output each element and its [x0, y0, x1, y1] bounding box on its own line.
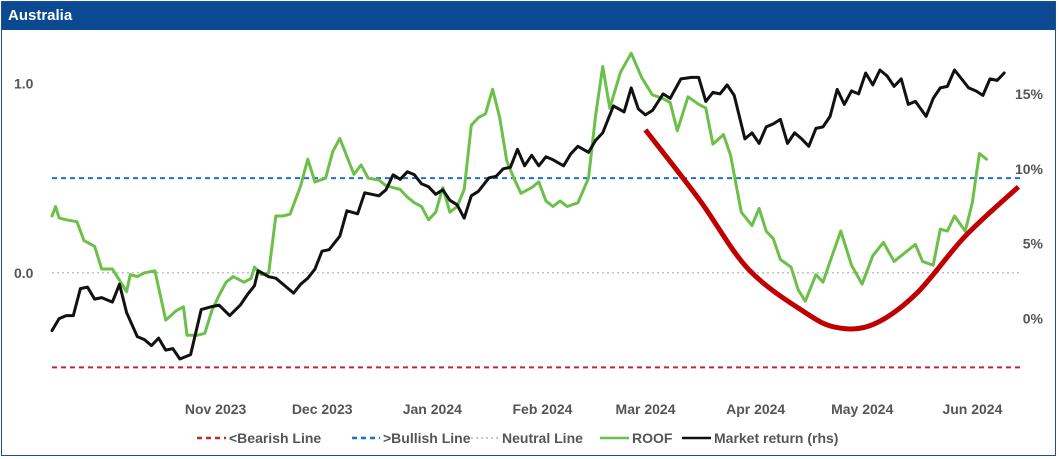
- legend-label: ROOF: [632, 430, 673, 446]
- x-tick-label: Apr 2024: [726, 401, 785, 417]
- series-layer: [50, 51, 1006, 361]
- y-right-tick-label: 10%: [1015, 161, 1044, 177]
- x-tick-label: Nov 2023: [185, 401, 247, 417]
- x-tick-label: Jun 2024: [942, 401, 1002, 417]
- legend-item-roof: ROOF: [600, 430, 673, 446]
- x-tick-label: Feb 2024: [513, 401, 573, 417]
- legend-item-bearish-line: <Bearish Line: [197, 430, 321, 446]
- panel-title: Australia: [2, 2, 1055, 30]
- legend-label: >Bullish Line: [383, 430, 471, 446]
- y-axis-right-ticks: 0% 5% 10% 15%: [1015, 86, 1044, 327]
- y-left-tick-label: 1.0: [14, 76, 34, 92]
- legend-label: Neutral Line: [502, 430, 583, 446]
- x-tick-label: Dec 2023: [292, 401, 353, 417]
- roof-series-line: [50, 51, 988, 337]
- y-left-tick-label: 0.0: [14, 265, 34, 281]
- legend-label: <Bearish Line: [229, 430, 321, 446]
- legend-item-market-return-rhs: Market return (rhs): [682, 430, 838, 446]
- legend-item-neutral-line: Neutral Line: [471, 430, 583, 446]
- y-axis-left-ticks: 0.0 1.0: [14, 76, 34, 281]
- x-axis-ticks: Nov 2023 Dec 2023 Jan 2024 Feb 2024 Mar 2024…: [185, 401, 1003, 417]
- legend-label: Market return (rhs): [714, 430, 838, 446]
- market-return-rhs-series-line: [50, 68, 1006, 361]
- legend: <Bearish Line >Bullish Line Neutral Line RO…: [197, 430, 838, 446]
- y-right-tick-label: 15%: [1015, 86, 1044, 102]
- y-right-tick-label: 5%: [1023, 236, 1044, 252]
- annotation-curve-1: [643, 128, 1021, 332]
- reference-lines: [52, 177, 1022, 369]
- legend-item-bullish-line: >Bullish Line: [352, 430, 471, 446]
- x-tick-label: Jan 2024: [403, 401, 462, 417]
- annotation-layer: [643, 128, 1021, 332]
- y-right-tick-label: 0%: [1023, 311, 1044, 327]
- x-tick-label: Mar 2024: [616, 401, 676, 417]
- x-tick-label: May 2024: [831, 401, 893, 417]
